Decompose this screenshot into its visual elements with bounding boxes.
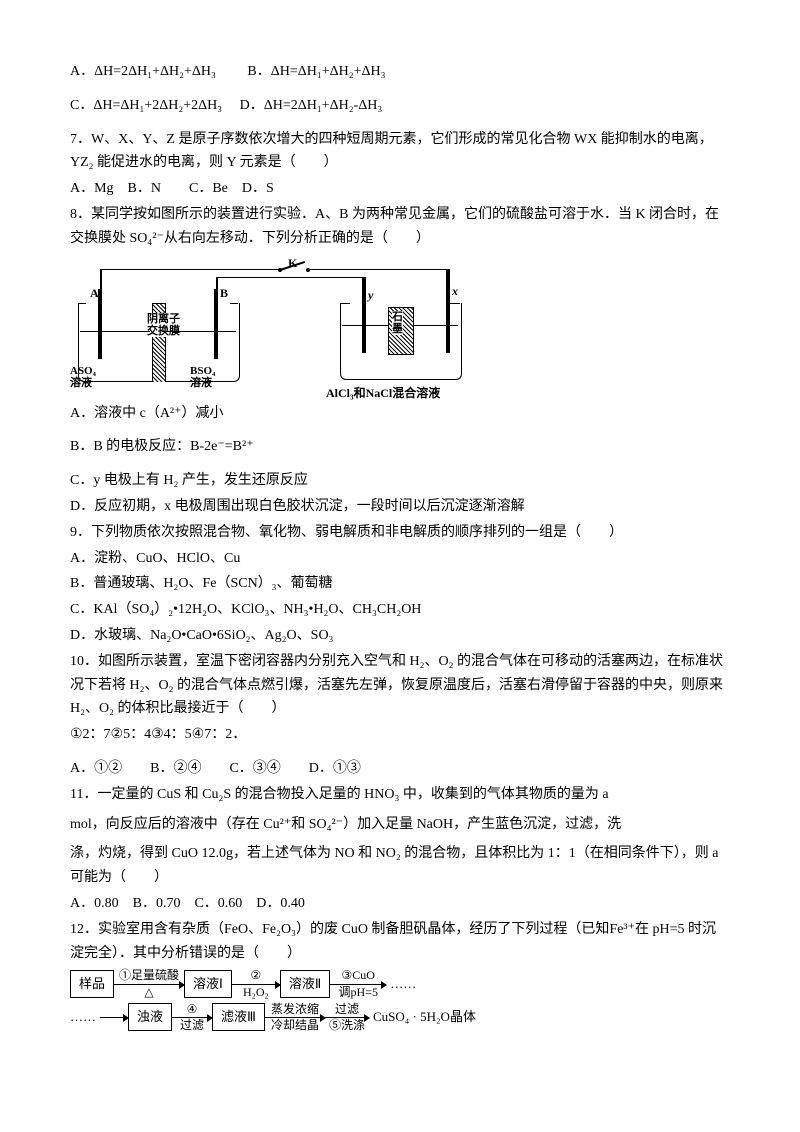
q7-text: 7．W、X、Y、Z 是原子序数依次增大的四种短周期元素，它们形成的常见化合物 W… [70, 128, 730, 176]
q8-opt-a: A．溶液中 c（A²⁺）减小 [70, 402, 730, 426]
q8-opt-b: B．B 的电极反应：B-2e⁻=B²⁺ [70, 435, 730, 459]
q6-options-ab: A．ΔH=2ΔH₁+ΔH₂+ΔH₃ B．ΔH=ΔH₁+ΔH₂+ΔH₃ [70, 60, 730, 84]
arrow2-bot: H₂O₂ [243, 986, 269, 999]
q6-opt-c: C．ΔH=ΔH₁+2ΔH₂+2ΔH₃ [70, 98, 222, 113]
y-label: y [368, 285, 373, 305]
q10-text1: 10．如图所示装置，室温下密闭容器内分别充入空气和 H₂、O₂ 的混合气体在可移… [70, 650, 730, 721]
k-label: K [288, 253, 297, 273]
q8-diagram: 阴离子交换膜 A B ASO₄溶液 BSO₄溶液 K 石墨 y x AlCl₃和… [70, 255, 490, 400]
arrow2-top: ② [250, 969, 261, 982]
flow-box-filtrate: 滤液Ⅲ [212, 1003, 265, 1031]
q9-text: 9．下列物质依次按照混合物、氧化物、弱电解质和非电解质的顺序排列的一组是（ ） [70, 521, 730, 545]
bso4-label: BSO₄溶液 [190, 365, 215, 389]
q11-t3: 涤，灼烧，得到 CuO 12.0g，若上述气体为 NO 和 NO₂ 的混合物，且… [70, 842, 730, 890]
aso4-label: ASO₄溶液 [70, 365, 96, 389]
arrow1-top: ①足量硫酸 [119, 969, 179, 982]
flow-box-sol2: 溶液Ⅱ [280, 970, 330, 998]
q12-flowchart: 样品 ①足量硫酸 △ 溶液Ⅰ ② H₂O₂ 溶液Ⅱ ③CuO 调pH=5 …… … [70, 969, 730, 1032]
flow-cont2: …… [70, 1006, 100, 1028]
q6-opt-a: A．ΔH=2ΔH₁+ΔH₂+ΔH₃ [70, 64, 216, 79]
arrow6-bot: ⑤洗涤 [329, 1019, 365, 1032]
q6-opt-d: D．ΔH=2ΔH₁+ΔH₂-ΔH₃ [240, 98, 383, 113]
a-label: A [90, 283, 99, 303]
q8-text: 8．某同学按如图所示的装置进行实验．A、B 为两种常见金属，它们的硫酸盐可溶于水… [70, 203, 730, 251]
q9-b: B．普通玻璃、H₂O、Fe（SCN）₃、葡萄糖 [70, 572, 730, 596]
q11-opts: A．0.80 B．0.70 C．0.60 D．0.40 [70, 892, 730, 916]
graphite-label: 石墨 [392, 311, 403, 335]
arrow3-bot: 调pH=5 [339, 986, 378, 999]
arrow4-top: ④ [187, 1003, 198, 1016]
flow-box-sol1: 溶液Ⅰ [184, 970, 232, 998]
membrane-label: 阴离子交换膜 [146, 313, 181, 337]
arrow6-top: 过滤 [335, 1003, 359, 1016]
q8-opt-c: C．y 电极上有 H₂ 产生，发生还原反应 [70, 469, 730, 493]
right-sol-label: AlCl₃和NaCl混合溶液 [326, 383, 440, 403]
q6-opt-b: B．ΔH=ΔH₁+ΔH₂+ΔH₃ [247, 64, 385, 79]
arrow4-bot: 过滤 [180, 1019, 204, 1032]
b-label: B [220, 283, 228, 303]
x-label: x [452, 281, 458, 301]
flow-box-turbid: 浊液 [128, 1003, 172, 1031]
q10-opts: A．①② B．②④ C．③④ D．①③ [70, 757, 730, 781]
flow-cont1: …… [386, 973, 416, 995]
flow-box-sample: 样品 [70, 970, 114, 998]
q7-opts: A．Mg B．N C．Be D．S [70, 177, 730, 201]
q10-text2: ①2：7②5：4③4：5④7：2． [70, 723, 730, 747]
q6-options-cd: C．ΔH=ΔH₁+2ΔH₂+2ΔH₃ D．ΔH=2ΔH₁+ΔH₂-ΔH₃ [70, 94, 730, 118]
arrow1-bot: △ [144, 986, 153, 999]
q9-c: C．KAl（SO₄）₂•12H₂O、KClO₃、NH₃•H₂O、CH₃CH₂OH [70, 598, 730, 622]
q12-text: 12．实验室用含有杂质（FeO、Fe₂O₃）的废 CuO 制备胆矾晶体，经历了下… [70, 918, 730, 966]
flow-output: CuSO₄ · 5H₂O晶体 [369, 1006, 476, 1028]
q9-d: D．水玻璃、Na₂O•CaO•6SiO₂、Ag₂O、SO₃ [70, 624, 730, 648]
q11-t1: 11．一定量的 CuS 和 Cu₂S 的混合物投入足量的 HNO₃ 中，收集到的… [70, 783, 730, 807]
q9-a: A．淀粉、CuO、HClO、Cu [70, 547, 730, 571]
arrow5-top: 蒸发浓缩 [271, 1003, 319, 1016]
arrow3-top: ③CuO [342, 969, 375, 982]
q11-t2: mol，向反应后的溶液中（存在 Cu²⁺和 SO₄²⁻）加入足量 NaOH，产生… [70, 813, 730, 837]
q8-opt-d: D．反应初期，x 电极周围出现白色胶状沉淀，一段时间以后沉淀逐渐溶解 [70, 495, 730, 519]
arrow5-bot: 冷却结晶 [271, 1019, 319, 1032]
